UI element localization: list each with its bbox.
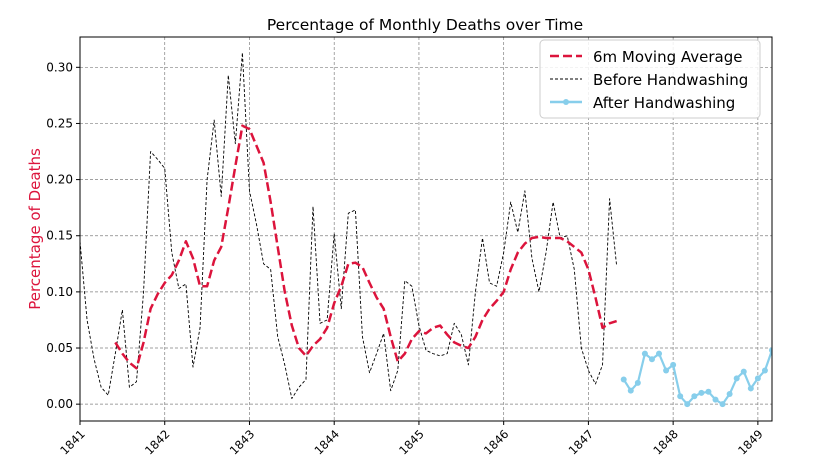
after-handwashing-point: [663, 367, 670, 374]
legend-label-after: After Handwashing: [593, 94, 735, 112]
series-line-before-handwashing: [80, 52, 618, 399]
after-handwashing-point: [698, 389, 705, 396]
after-handwashing-point: [705, 388, 712, 395]
y-tick-label: 0.10: [46, 285, 73, 299]
after-handwashing-point: [620, 376, 627, 383]
after-handwashing-point: [670, 361, 677, 368]
y-tick-label: 0.00: [46, 397, 73, 411]
after-handwashing-point: [726, 391, 733, 398]
y-tick-label: 0.05: [46, 341, 73, 355]
legend-label-before: Before Handwashing: [593, 71, 748, 89]
series-group: [80, 52, 772, 408]
legend-marker-after: [563, 99, 569, 105]
after-handwashing-point: [733, 375, 740, 382]
after-handwashing-point: [641, 350, 648, 357]
series-line-after-handwashing: [622, 349, 772, 406]
chart-title: Percentage of Monthly Deaths over Time: [267, 16, 583, 34]
y-axis-label: Percentage of Deaths: [26, 148, 44, 310]
y-tick-label: 0.20: [46, 173, 73, 187]
grid: [79, 37, 772, 421]
y-tick-label: 0.30: [46, 60, 73, 74]
legend: 6m Moving Average Before Handwashing Aft…: [539, 39, 761, 119]
after-handwashing-point: [627, 387, 634, 394]
after-handwashing-point: [691, 393, 698, 400]
after-handwashing-point: [648, 356, 655, 363]
after-handwashing-point: [656, 350, 663, 357]
after-handwashing-point: [761, 367, 768, 374]
legend-label-moving-average: 6m Moving Average: [593, 48, 742, 66]
legend-box: [539, 39, 761, 119]
after-handwashing-point: [677, 393, 684, 400]
after-handwashing-point: [754, 375, 761, 382]
after-handwashing-point: [712, 396, 719, 403]
after-handwashing-point: [740, 368, 747, 375]
y-tick-label: 0.25: [46, 116, 73, 130]
after-handwashing-point: [684, 401, 691, 408]
after-handwashing-point: [747, 385, 754, 392]
after-handwashing-point: [634, 379, 641, 386]
plot-frame: [79, 36, 773, 422]
series-line-moving-average: [114, 124, 618, 370]
y-tick-label: 0.15: [46, 229, 73, 243]
after-handwashing-point: [769, 347, 772, 354]
after-handwashing-point: [719, 401, 726, 408]
